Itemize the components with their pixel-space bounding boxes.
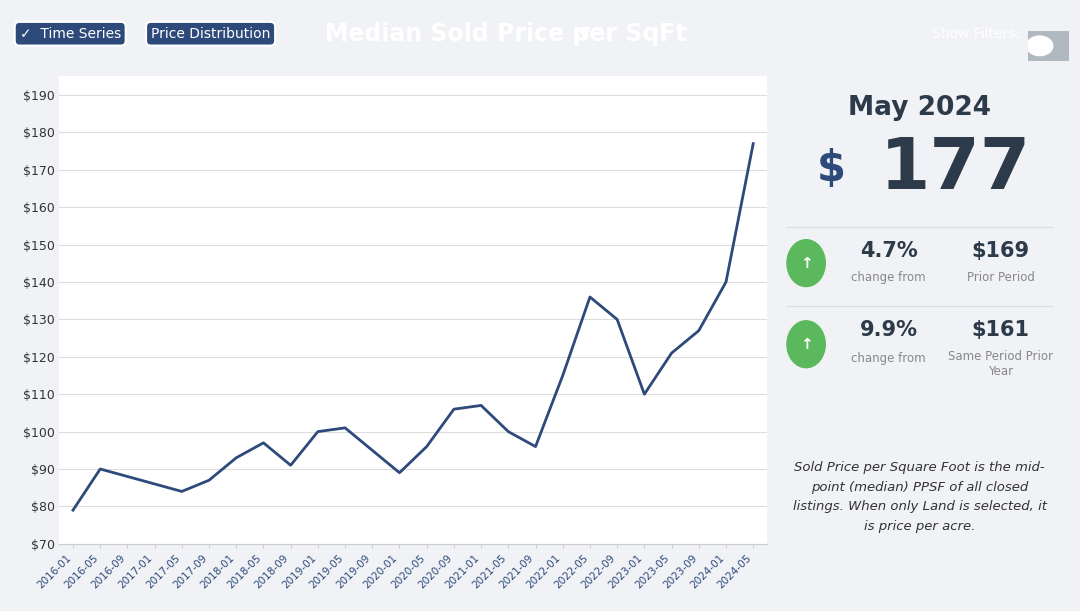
Text: ↑: ↑	[799, 255, 812, 271]
Text: change from: change from	[851, 352, 926, 365]
Text: ✓  Time Series: ✓ Time Series	[19, 27, 121, 41]
Text: Show Filters:: Show Filters:	[932, 27, 1020, 41]
Text: Price Distribution: Price Distribution	[151, 27, 270, 41]
Text: $161: $161	[972, 320, 1029, 340]
Text: 9.9%: 9.9%	[860, 320, 918, 340]
Text: Same Period Prior
Year: Same Period Prior Year	[948, 350, 1053, 378]
Text: May 2024: May 2024	[848, 95, 991, 122]
Text: Sold Price per Square Foot is the mid-
point (median) PPSF of all closed
listing: Sold Price per Square Foot is the mid- p…	[793, 461, 1047, 533]
Text: change from: change from	[851, 271, 926, 284]
Text: ▼: ▼	[578, 24, 591, 43]
Text: Median Sold Price per SqFt: Median Sold Price per SqFt	[325, 22, 686, 46]
Circle shape	[787, 321, 825, 368]
Circle shape	[1026, 36, 1053, 56]
FancyBboxPatch shape	[1022, 28, 1076, 64]
Text: $: $	[816, 148, 846, 191]
Text: Prior Period: Prior Period	[967, 271, 1035, 284]
Text: 177: 177	[879, 135, 1030, 204]
Text: $169: $169	[972, 241, 1029, 260]
Text: ↑: ↑	[799, 337, 812, 352]
Circle shape	[787, 240, 825, 287]
Text: 4.7%: 4.7%	[860, 241, 918, 260]
